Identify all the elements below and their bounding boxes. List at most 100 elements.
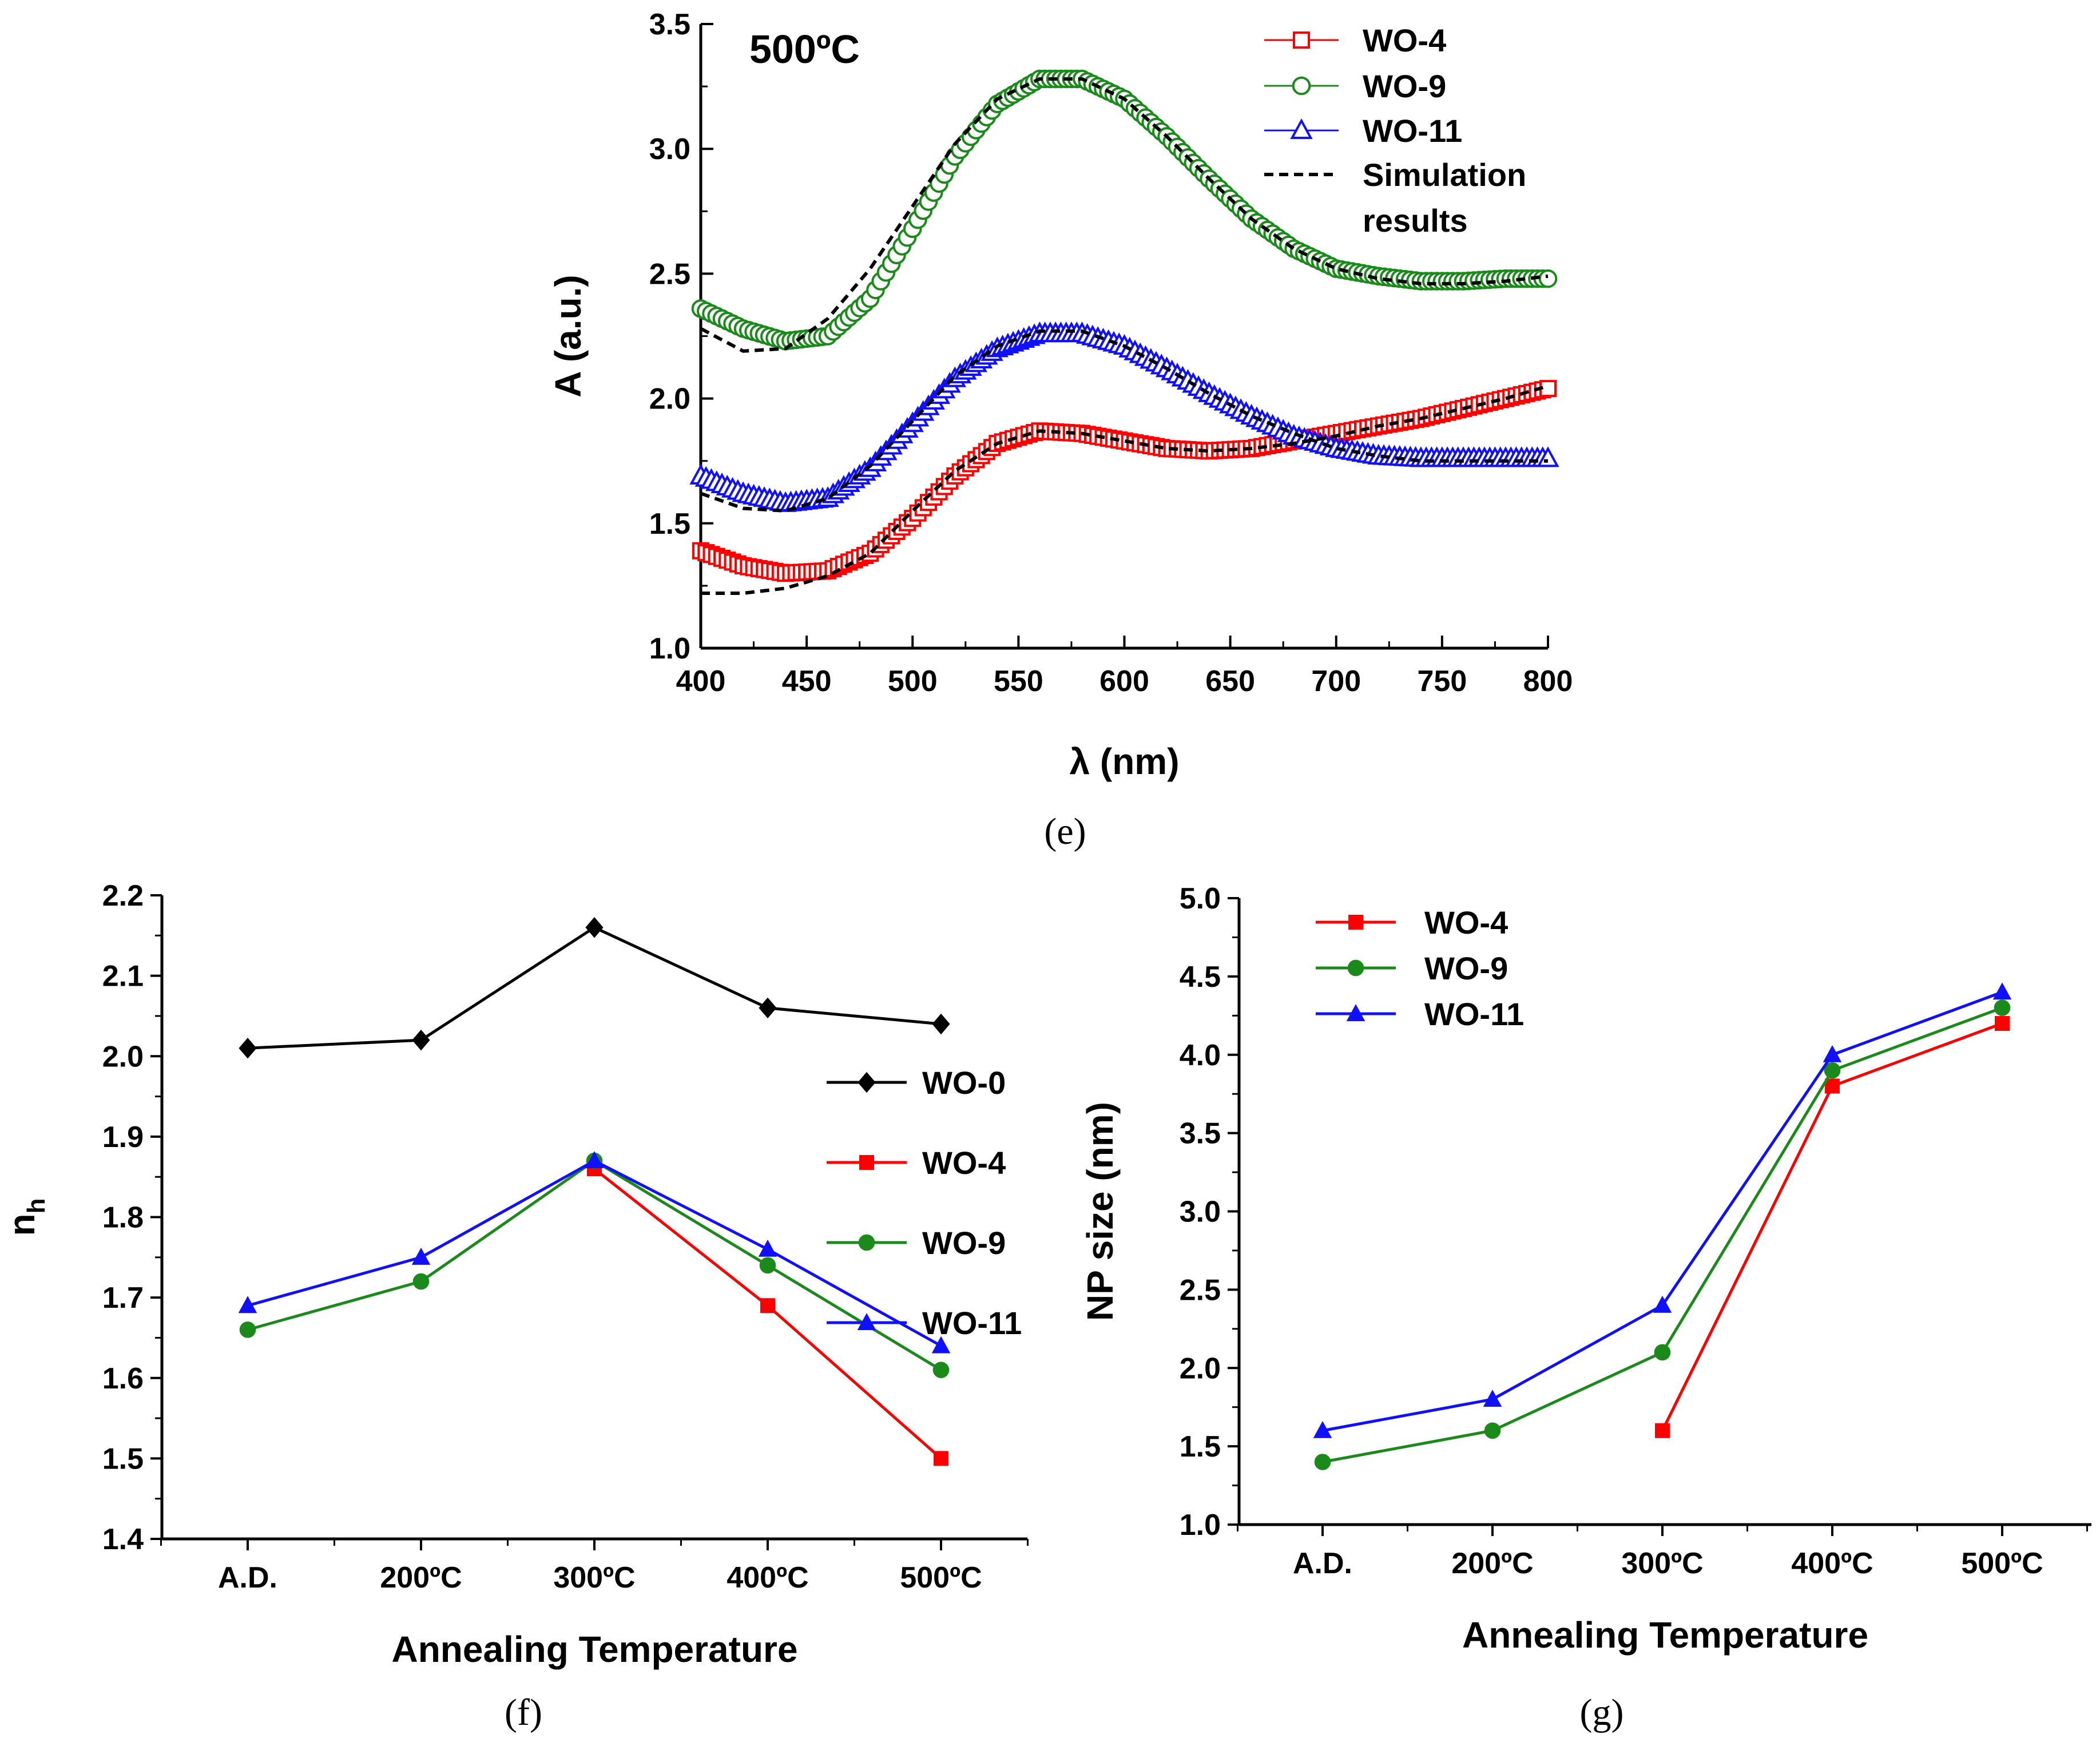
- data-point: [239, 1322, 256, 1338]
- series-wo-9: [239, 1152, 950, 1378]
- legend-chart-f: WO-0 WO-4 WO-9 WO-11: [827, 1065, 1022, 1341]
- data-point: [585, 917, 604, 938]
- series-wo-0: [239, 917, 950, 1059]
- legend-chart-g: WO-4 WO-9 WO-11: [1316, 904, 1524, 1032]
- y-tick-label: 1.5: [1180, 1430, 1221, 1463]
- legend-label: WO-4: [1363, 22, 1446, 58]
- legend-label: results: [1363, 203, 1468, 239]
- series-line: [1322, 990, 2003, 1432]
- simulation-line: [701, 384, 1549, 595]
- x-axis-title: Annealing Temperature: [391, 1629, 797, 1670]
- legend-marker: [857, 1313, 876, 1330]
- y-tick-label: 3.0: [649, 133, 690, 166]
- y-tick-label: 2.0: [1180, 1352, 1221, 1385]
- data-point: [412, 1029, 430, 1051]
- data-point: [758, 1239, 777, 1257]
- y-tick-label: 2.0: [649, 383, 690, 416]
- x-tick-label: 400ºC: [727, 1561, 808, 1594]
- y-axis-title-main: n: [1, 1213, 42, 1236]
- data-point: [759, 997, 777, 1019]
- x-tick-label: 200ºC: [380, 1561, 462, 1594]
- data-point: [238, 1296, 257, 1313]
- data-point: [239, 1037, 257, 1059]
- legend-label: WO-4: [922, 1145, 1006, 1181]
- legend-marker: [1346, 1004, 1365, 1021]
- y-tick-label: 1.9: [102, 1121, 144, 1154]
- y-tick-label: 5.0: [1180, 882, 1221, 915]
- y-tick-label: 3.0: [1180, 1196, 1221, 1229]
- legend-marker: [1292, 76, 1311, 96]
- simulation-line: [700, 77, 1549, 353]
- data-point: [1824, 1062, 1841, 1079]
- x-tick-label: 700: [1311, 665, 1361, 698]
- data-point: [1314, 1454, 1331, 1470]
- series-line: [247, 1159, 942, 1347]
- data-point: [1655, 1423, 1670, 1438]
- data-point: [931, 1336, 951, 1354]
- legend-label: WO-9: [1424, 950, 1508, 986]
- series-wo-11: [1313, 982, 2012, 1438]
- data-point: [1995, 1016, 2010, 1031]
- y-tick-label: 2.5: [1180, 1273, 1221, 1307]
- y-tick-label: 1.5: [102, 1442, 144, 1475]
- y-tick-label: 2.0: [102, 1040, 144, 1073]
- series-line: [247, 1159, 942, 1371]
- y-tick-label: 1.0: [649, 632, 690, 665]
- legend-marker: [1348, 915, 1363, 930]
- legend-label: WO-11: [1424, 996, 1524, 1032]
- y-tick-label: 1.5: [649, 507, 690, 541]
- y-tick-label: 4.5: [1180, 961, 1221, 994]
- y-tick-label: 1.4: [102, 1523, 144, 1556]
- y-tick-label: 1.6: [102, 1362, 144, 1395]
- legend-e: WO-4 WO-9 WO-11 Simulation results: [1264, 22, 1526, 239]
- data-point: [932, 1013, 950, 1035]
- y-tick-label: 2.1: [102, 960, 144, 993]
- y-tick-label: 3.5: [1180, 1117, 1221, 1150]
- legend-marker: [1347, 959, 1364, 977]
- data-point: [1994, 999, 2011, 1016]
- data-point: [1823, 1045, 1842, 1062]
- data-point: [932, 1362, 950, 1378]
- x-tick-label: 400ºC: [1791, 1547, 1873, 1580]
- x-tick-label: 300ºC: [553, 1561, 635, 1594]
- series-wo-9: [691, 69, 1558, 351]
- caption: (f): [505, 1692, 542, 1733]
- legend-marker: [1290, 118, 1313, 139]
- legend-label: WO-9: [922, 1225, 1006, 1261]
- x-tick-label: 450: [782, 665, 832, 698]
- data-point: [934, 1451, 948, 1466]
- data-point: [1538, 269, 1558, 288]
- chart-f: A.D. 200ºC 300ºC 400ºC 500ºC 1.4 1.5 1.6 1.7 1.8 1…: [1, 879, 1029, 1733]
- x-tick-label: 600: [1099, 665, 1149, 698]
- legend-label: Simulation: [1363, 157, 1526, 193]
- series-line: [593, 1168, 942, 1460]
- legend-marker: [859, 1155, 874, 1170]
- series-line: [1322, 1006, 2003, 1463]
- legend-label: WO-4: [1424, 904, 1508, 941]
- legend-label: WO-0: [922, 1065, 1006, 1101]
- data-point: [760, 1298, 775, 1313]
- x-tick-label: 500ºC: [1961, 1547, 2043, 1580]
- series-wo-4: [587, 1161, 948, 1466]
- data-point: [759, 1257, 776, 1274]
- y-tick-label: 2.5: [649, 257, 690, 291]
- data-point: [1992, 982, 2012, 1000]
- x-tick-label: 500ºC: [900, 1561, 982, 1594]
- x-tick-label: 500: [888, 665, 938, 698]
- x-axis-title: λ (nm): [1070, 741, 1180, 782]
- chart-g: A.D. 200ºC 300ºC 400ºC 500ºC 1.0 1.5 2.0 2.5 3.0 3…: [1079, 882, 2091, 1733]
- x-tick-label: 300ºC: [1621, 1547, 1703, 1580]
- y-tick-label: 1.8: [102, 1201, 144, 1235]
- data-point: [1483, 1390, 1502, 1407]
- data-point: [1537, 446, 1559, 467]
- y-axis-title: NP size (nm): [1079, 1102, 1121, 1321]
- x-axis-title: Annealing Temperature: [1462, 1614, 1868, 1656]
- y-tick-label: 2.2: [102, 879, 144, 912]
- legend-marker: [858, 1234, 875, 1251]
- y-axis-title-subscript: h: [22, 1199, 50, 1214]
- data-point: [412, 1273, 430, 1290]
- caption: (e): [1044, 811, 1086, 852]
- x-tick-label: 750: [1417, 665, 1467, 698]
- x-tick-label: 800: [1523, 665, 1573, 698]
